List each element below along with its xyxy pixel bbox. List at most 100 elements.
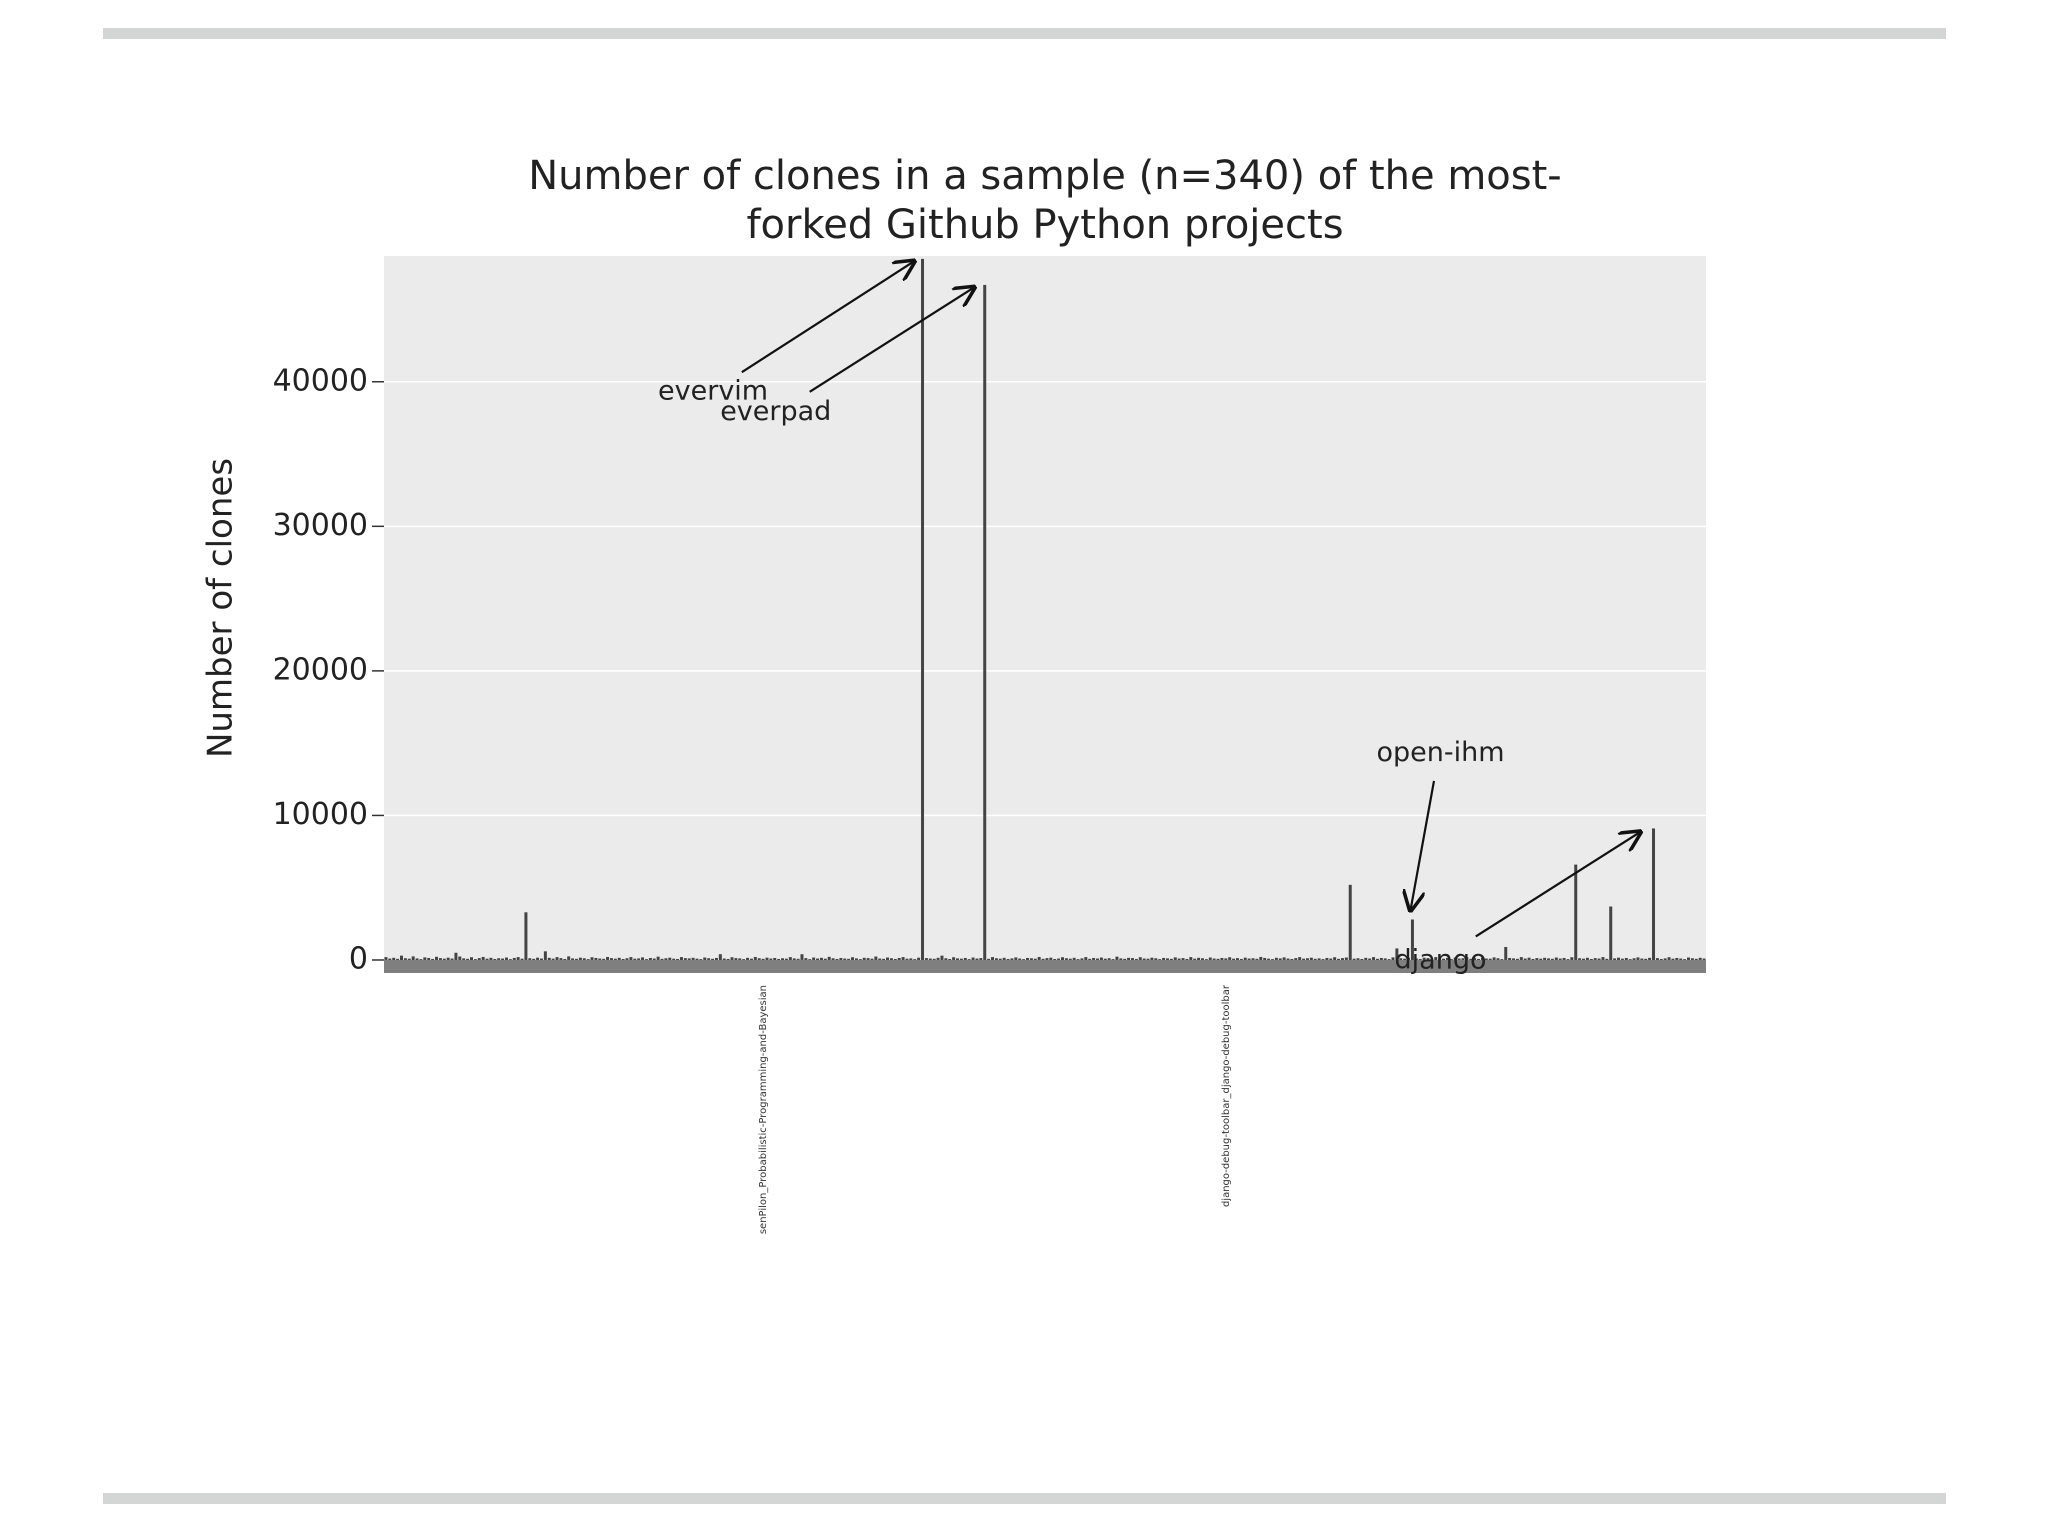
bar: [512, 957, 516, 960]
bar: [1469, 958, 1473, 960]
bar: [1519, 957, 1523, 960]
bar: [994, 958, 998, 960]
bar: [1655, 958, 1659, 960]
baseline-band: [384, 959, 1706, 973]
bar: [932, 958, 936, 960]
annotation-arrow: [1475, 832, 1641, 938]
bar: [1617, 957, 1621, 960]
bar: [1130, 958, 1134, 960]
bar: [726, 958, 730, 960]
bar: [882, 958, 886, 960]
top-rule: [103, 28, 1946, 39]
bar: [711, 958, 715, 960]
bar: [1601, 957, 1605, 960]
bar: [672, 958, 676, 960]
bar: [991, 957, 995, 960]
bar: [1383, 958, 1387, 960]
bar: [1317, 958, 1321, 960]
bar: [1434, 957, 1438, 960]
bar: [1578, 958, 1582, 960]
bar: [1543, 957, 1547, 960]
bar: [1508, 957, 1512, 960]
bar: [1403, 958, 1407, 960]
bar: [1702, 958, 1706, 960]
bar: [722, 958, 726, 960]
bar: [520, 958, 524, 960]
bar: [637, 958, 641, 960]
bar: [866, 958, 870, 960]
bar: [1535, 958, 1539, 960]
bar: [469, 957, 473, 960]
bar: [434, 956, 438, 960]
bar: [1442, 958, 1446, 960]
bar: [1675, 957, 1679, 960]
bar: [699, 959, 703, 960]
bar: [497, 958, 501, 960]
bar: [574, 958, 578, 960]
bar: [1426, 958, 1430, 960]
bar: [1461, 958, 1465, 960]
bar: [648, 957, 652, 960]
bar: [928, 958, 932, 960]
bar: [407, 958, 411, 960]
bar: [679, 957, 683, 960]
bar: [1527, 957, 1531, 960]
bar: [676, 958, 680, 960]
bar: [718, 954, 722, 960]
bar: [528, 958, 532, 960]
bar: [1228, 957, 1232, 960]
bar: [1185, 958, 1189, 960]
bar: [1111, 959, 1115, 960]
bar: [1375, 958, 1379, 960]
bar: [485, 958, 489, 960]
bar: [516, 957, 520, 960]
y-tick-label: 20000: [273, 652, 368, 687]
bar: [617, 957, 621, 960]
bar: [1057, 958, 1061, 960]
bar: [606, 956, 610, 960]
bar: [777, 958, 781, 960]
bar: [819, 957, 823, 960]
bar: [668, 957, 672, 960]
bar: [399, 955, 403, 960]
bar: [1290, 958, 1294, 960]
bar: [683, 958, 687, 960]
bar: [784, 958, 788, 960]
bar: [1620, 958, 1624, 960]
bar: [547, 957, 551, 960]
bar: [1593, 958, 1597, 960]
bar: [539, 958, 543, 960]
bar: [979, 958, 983, 960]
bar: [1243, 957, 1247, 960]
bar: [691, 957, 695, 960]
bar: [1127, 957, 1131, 960]
bar: [1445, 957, 1449, 960]
bar: [948, 958, 952, 960]
bar: [1679, 958, 1683, 960]
bar: [1488, 958, 1492, 960]
x-tick-label: django-debug-toolbar_django-debug-toolba…: [1221, 984, 1232, 1207]
bar: [1142, 958, 1146, 960]
bar: [563, 958, 567, 960]
bar: [613, 958, 617, 960]
annotation-arrow: [741, 261, 914, 374]
annotation-arrow: [1410, 780, 1436, 910]
bar: [1068, 958, 1072, 960]
bar: [967, 959, 971, 960]
bar: [924, 958, 928, 960]
bar: [590, 957, 594, 960]
bar: [1391, 957, 1395, 960]
y-tick-label: 10000: [273, 797, 368, 832]
bar: [1072, 957, 1076, 960]
bar: [384, 957, 388, 960]
bar: [765, 957, 769, 960]
bar: [1204, 959, 1208, 960]
bar: [504, 957, 508, 960]
bar: [839, 957, 843, 960]
bar: [1037, 956, 1041, 960]
bar: [847, 958, 851, 960]
bar: [1321, 959, 1325, 960]
bar: [551, 958, 555, 960]
bar: [473, 959, 477, 960]
bar: [1473, 958, 1477, 960]
